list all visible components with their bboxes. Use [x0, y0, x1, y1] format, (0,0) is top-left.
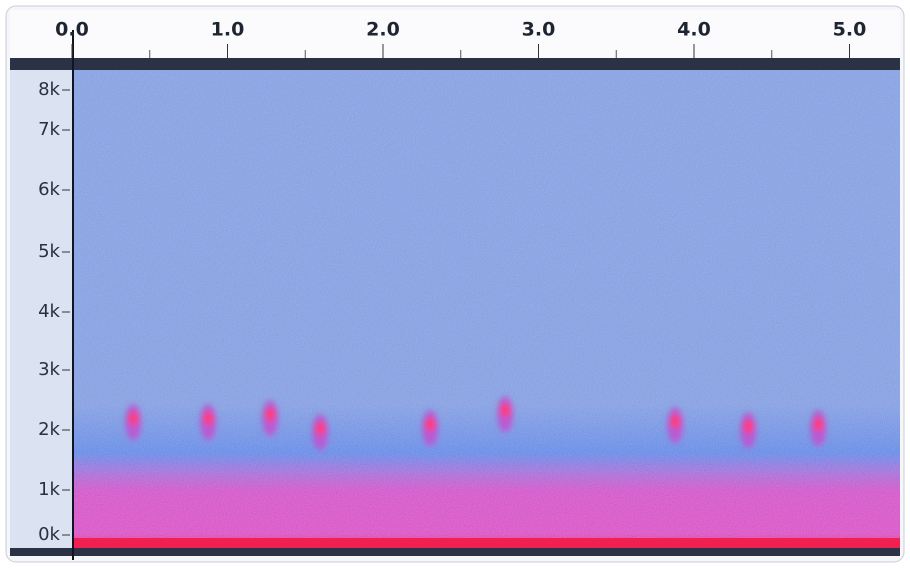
frequency-gutter: [10, 70, 72, 548]
frequency-label: 2k: [38, 419, 60, 440]
call-core: [813, 417, 823, 431]
ruler-label: 5.0: [833, 19, 867, 41]
ruler-label: 1.0: [211, 19, 245, 41]
bottom-bar: [10, 548, 900, 556]
ruler-label: 4.0: [677, 19, 711, 41]
frequency-label: 8k: [38, 79, 60, 100]
frequency-label: 6k: [38, 179, 60, 200]
call-core: [425, 417, 435, 431]
ruler-separator: [10, 58, 900, 70]
time-ruler[interactable]: [10, 10, 900, 58]
call-core: [500, 403, 510, 417]
call-core: [265, 407, 275, 421]
ruler-label: 0.0: [55, 19, 89, 41]
call-core: [670, 414, 680, 428]
frequency-label: 4k: [38, 301, 60, 322]
spectrogram-noise: [72, 70, 900, 548]
call-core: [315, 421, 325, 435]
frequency-label: 1k: [38, 479, 60, 500]
frequency-label: 7k: [38, 119, 60, 140]
frequency-label: 0k: [38, 524, 60, 545]
ruler-label: 3.0: [522, 19, 556, 41]
low-band: [72, 538, 900, 548]
call-highlights: [125, 396, 826, 450]
frequency-label: 5k: [38, 241, 60, 262]
call-core: [128, 411, 138, 425]
call-core: [743, 419, 753, 433]
ruler-label: 2.0: [366, 19, 400, 41]
call-core: [203, 411, 213, 425]
frequency-label: 3k: [38, 359, 60, 380]
